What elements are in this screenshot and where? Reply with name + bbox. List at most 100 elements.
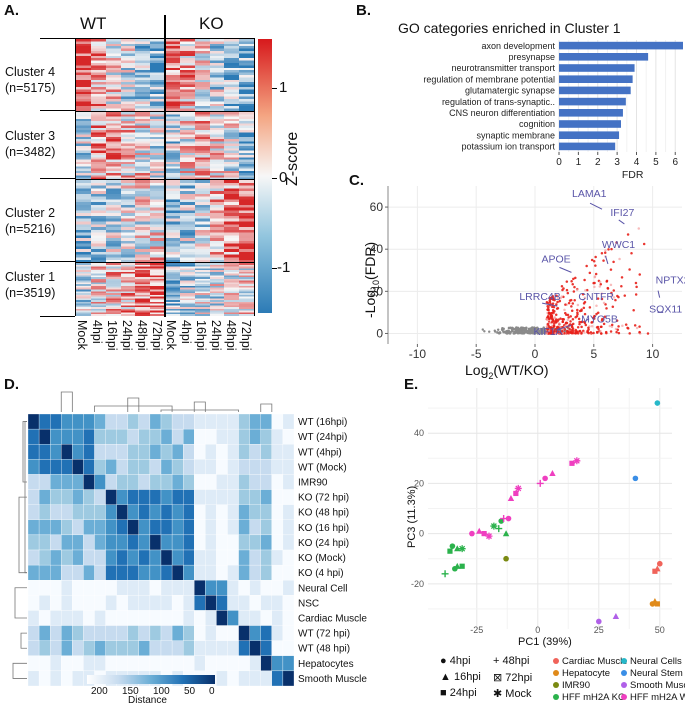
- time-label: 72hpi: [238, 320, 253, 351]
- sample-label: WT (16hpi): [298, 417, 347, 428]
- distance-cell: [216, 504, 228, 520]
- distance-cell: [83, 519, 95, 536]
- colorbar-tick-label: 0: [279, 169, 288, 186]
- sample-label: IMR90: [298, 478, 328, 489]
- distance-cell: [227, 504, 239, 520]
- distance-cell: [50, 519, 62, 536]
- sample-label: Neural Cell: [298, 583, 347, 594]
- colorbar-tick: [272, 88, 277, 89]
- distance-cell: [227, 564, 239, 581]
- distance-cell: [116, 610, 128, 626]
- go-bar: [559, 41, 683, 50]
- sig-point: [604, 303, 607, 306]
- sig-point: [555, 294, 558, 297]
- sig-point: [548, 331, 552, 335]
- heatmap-column: [120, 112, 136, 180]
- distance-cell: [194, 459, 206, 475]
- pca-point: [654, 400, 661, 406]
- distance-cell: [171, 534, 184, 551]
- distance-cell: [271, 670, 284, 687]
- time-label: Mock: [164, 320, 179, 350]
- distance-cell: [205, 534, 217, 551]
- distance-cell: [282, 564, 295, 581]
- sig-point: [592, 331, 595, 335]
- sig-point: [593, 281, 596, 285]
- distance-cell: [61, 489, 73, 505]
- distance-cell: [61, 564, 73, 581]
- x-tick-label: 4: [634, 157, 640, 168]
- dendrogram-branch: [160, 409, 239, 412]
- shape-symbol: ⊠: [493, 672, 503, 684]
- legend-label: IMR90: [562, 680, 590, 691]
- distance-cell: [127, 504, 139, 520]
- heatmap-column: [135, 112, 151, 180]
- distance-cell: [238, 655, 250, 672]
- pca-point: [514, 484, 522, 492]
- distance-cell: [183, 489, 195, 505]
- distance-cell: [83, 428, 95, 445]
- distance-cell: [50, 655, 62, 672]
- distance-cell: [160, 504, 173, 520]
- wt-ko-divider: [164, 15, 166, 317]
- distance-cell: [271, 580, 284, 596]
- pca-point: [490, 522, 498, 530]
- sig-point: [571, 327, 575, 330]
- ns-point: [511, 326, 514, 330]
- distance-cell: [138, 595, 151, 611]
- distance-cell: [227, 549, 239, 566]
- distance-cell: [94, 655, 106, 672]
- time-label: 16hpi: [194, 320, 209, 351]
- ns-point: [481, 328, 484, 331]
- distance-cell: [183, 549, 195, 566]
- distance-cell: [205, 413, 217, 430]
- distance-cell: [282, 428, 295, 445]
- distance-cell: [205, 489, 217, 505]
- sig-point: [609, 283, 613, 287]
- time-label: Mock: [75, 320, 90, 350]
- cluster-1-label: Cluster 1 (n=3519): [5, 269, 55, 301]
- sample-label: WT (4hpi): [298, 447, 342, 458]
- distance-cell: [205, 655, 217, 672]
- sig-point: [576, 325, 580, 329]
- sig-point: [638, 330, 641, 334]
- go-bar: [559, 86, 631, 95]
- heatmap-column: [179, 39, 196, 111]
- sig-point: [646, 332, 650, 335]
- distance-cell: [171, 444, 184, 460]
- shape-label: 24hpi: [449, 687, 477, 699]
- distance-cell: [50, 413, 62, 430]
- distance-cell: [127, 610, 139, 626]
- distance-cell: [83, 549, 95, 566]
- distance-cell: [260, 640, 272, 656]
- cluster-name: Cluster 3: [5, 129, 56, 143]
- distance-cell: [61, 504, 73, 520]
- x-tick-label: 25: [594, 625, 604, 635]
- legend-item: ■ 24hpi: [440, 687, 477, 699]
- sig-point: [611, 305, 615, 309]
- distance-cell: [116, 444, 128, 460]
- legend-label: HFF mH2A KO: [562, 692, 626, 703]
- x-axis-label: FDR: [622, 169, 644, 181]
- distance-cell: [138, 580, 151, 596]
- distance-cell: [249, 640, 261, 656]
- sig-point: [637, 227, 641, 230]
- distance-cell: [127, 459, 139, 475]
- distance-cell: [61, 428, 73, 445]
- distance-cell: [149, 549, 162, 566]
- distance-cell: [38, 519, 51, 536]
- pca-point: [469, 530, 475, 537]
- time-label: 24hpi: [119, 320, 134, 351]
- cluster-name: Cluster 4: [5, 65, 56, 79]
- heatmap-column: [120, 39, 136, 111]
- sig-point: [620, 285, 623, 288]
- colorbar-tick: [272, 178, 277, 179]
- distance-cell: [72, 580, 84, 596]
- sig-point: [618, 257, 621, 261]
- distance-cell: [94, 489, 106, 505]
- heatmap-column: [194, 39, 210, 111]
- dendrogram-branch: [20, 632, 27, 649]
- distance-cell: [83, 610, 95, 626]
- sig-point: [608, 324, 612, 328]
- distance-cell: [282, 625, 295, 641]
- heatmap-column: [165, 39, 181, 111]
